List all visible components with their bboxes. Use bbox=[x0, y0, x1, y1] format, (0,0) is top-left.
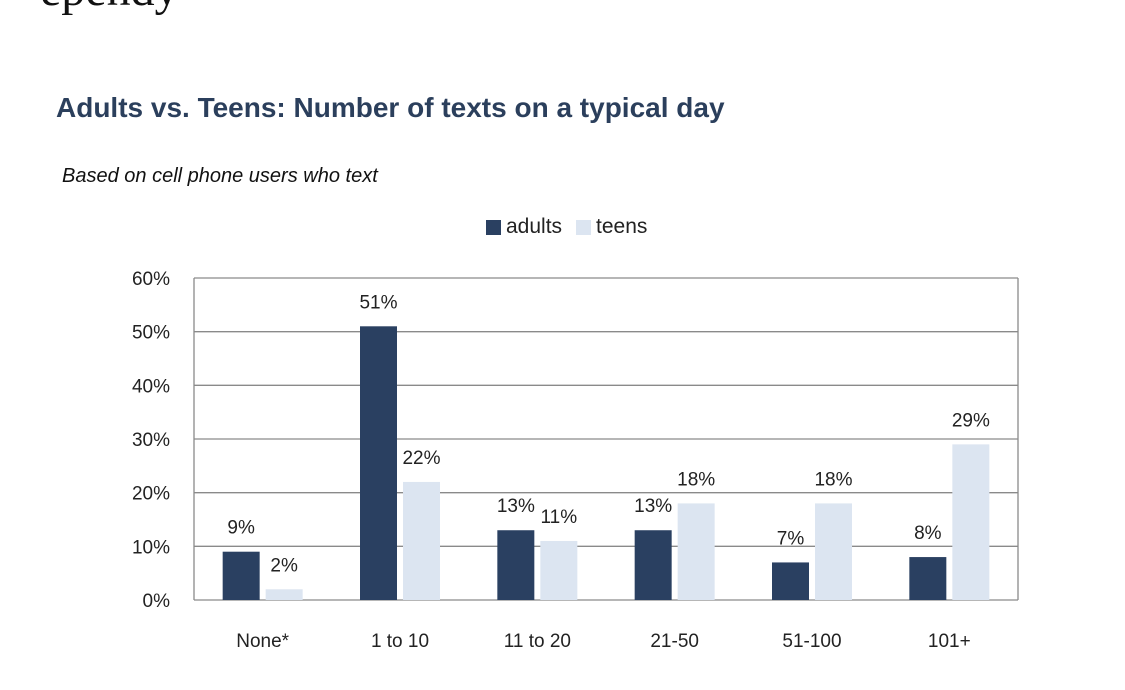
y-tick-label-60: 60% bbox=[132, 269, 170, 290]
x-tick-label-3: 21-50 bbox=[650, 631, 699, 652]
y-tick-label-30: 30% bbox=[132, 430, 170, 451]
bar-adults-1 bbox=[360, 326, 397, 600]
legend-swatch-teens bbox=[576, 219, 592, 235]
data-label-teens-0: 2% bbox=[270, 555, 298, 576]
y-tick-label-20: 20% bbox=[132, 484, 170, 505]
chart-subtitle: Based on cell phone users who text bbox=[62, 165, 378, 187]
x-tick-label-5: 101+ bbox=[928, 631, 971, 652]
x-tick-label-0: None* bbox=[236, 631, 289, 652]
y-tick-label-50: 50% bbox=[132, 323, 170, 344]
bar-teens-4 bbox=[815, 503, 852, 600]
legend-label-adults: adults bbox=[506, 215, 563, 238]
bar-adults-3 bbox=[634, 530, 672, 600]
data-label-teens-2: 11% bbox=[541, 507, 578, 528]
bar-teens-2 bbox=[540, 540, 578, 600]
x-tick-label-4: 51-100 bbox=[782, 631, 841, 652]
bar-teens-5 bbox=[952, 444, 990, 600]
bar-teens-3 bbox=[677, 503, 715, 600]
legend-label-teens: teens bbox=[596, 215, 648, 238]
y-tick-label-40: 40% bbox=[132, 376, 170, 397]
data-label-teens-4: 18% bbox=[814, 469, 852, 490]
data-label-adults-1: 51% bbox=[359, 292, 397, 313]
data-label-teens-3: 18% bbox=[677, 469, 715, 490]
y-tick-label-0: 0% bbox=[143, 591, 171, 612]
data-label-adults-3: 13% bbox=[634, 496, 672, 517]
legend-swatch-adults bbox=[486, 219, 501, 235]
y-tick-label-10: 10% bbox=[132, 537, 170, 558]
legend-item-teens: teens bbox=[576, 215, 647, 239]
bar-adults-5 bbox=[909, 557, 947, 600]
bar-teens-1 bbox=[403, 481, 440, 600]
bar-adults-0 bbox=[222, 551, 260, 600]
data-label-adults-2: 13% bbox=[497, 496, 535, 517]
cropped-header-text: ependy bbox=[40, 0, 179, 17]
chart-title: Adults vs. Teens: Number of texts on a t… bbox=[56, 92, 725, 123]
x-tick-label-2: 11 to 20 bbox=[504, 631, 571, 652]
bar-teens-0 bbox=[265, 589, 303, 600]
data-label-adults-4: 7% bbox=[777, 528, 805, 549]
bar-adults-4 bbox=[772, 562, 809, 600]
bar-adults-2 bbox=[497, 530, 535, 600]
data-label-teens-5: 29% bbox=[952, 410, 990, 431]
data-label-adults-0: 9% bbox=[227, 518, 255, 539]
data-label-adults-5: 8% bbox=[914, 523, 942, 544]
x-tick-label-1: 1 to 10 bbox=[371, 631, 429, 652]
data-label-teens-1: 22% bbox=[402, 448, 440, 469]
legend-item-adults: adults bbox=[486, 215, 562, 239]
chart-legend: adults teens bbox=[486, 215, 647, 239]
